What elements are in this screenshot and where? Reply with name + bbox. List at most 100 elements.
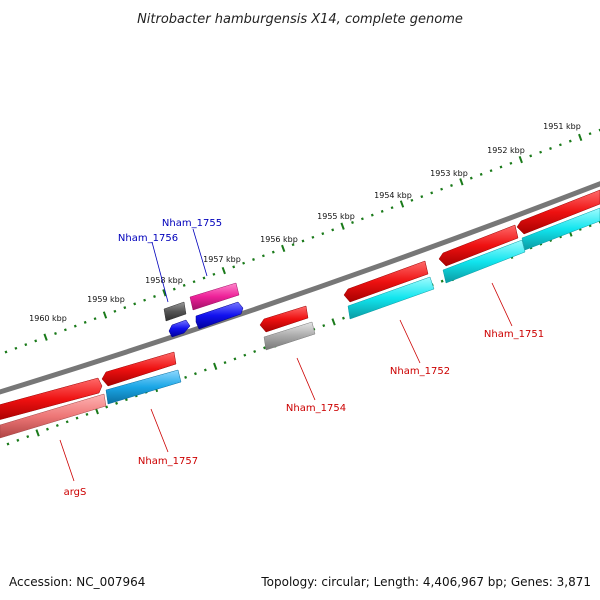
inner-ruler-minor-tick — [16, 438, 20, 442]
ruler-minor-tick — [123, 306, 127, 310]
ruler-minor-tick — [410, 198, 414, 202]
ruler-minor-tick — [479, 172, 483, 176]
ruler-minor-tick — [360, 217, 364, 221]
genome-backbone — [0, 181, 600, 395]
ruler-minor-tick — [252, 258, 255, 261]
ruler-minor-tick — [14, 346, 18, 350]
map-title: Nitrobacter hamburgensis X14, complete g… — [137, 12, 463, 27]
gene-nham-1750-block[interactable] — [516, 189, 600, 235]
leader-nham-1755 — [192, 228, 208, 277]
ruler-minor-tick — [153, 295, 156, 298]
inner-ruler-minor-tick — [322, 324, 326, 328]
ruler-minor-tick — [588, 132, 592, 136]
leader-nham-1751 — [491, 282, 513, 327]
ruler-minor-tick — [4, 350, 8, 354]
gene-features — [0, 189, 600, 439]
gene-nham-1751-lower[interactable] — [442, 239, 526, 284]
ruler-minor-tick — [430, 191, 434, 195]
ruler-minor-tick — [539, 150, 543, 154]
leader-nham-1757 — [150, 408, 169, 453]
ruler-minor-tick — [380, 209, 384, 213]
ruler-minor-tick — [301, 239, 305, 243]
leader-nham-1754 — [296, 357, 316, 401]
gene-nham-1751-block[interactable] — [438, 224, 519, 267]
ruler-minor-tick — [420, 195, 424, 199]
gene-nham-1756-upper[interactable] — [163, 301, 187, 322]
ruler-minor-tick — [529, 154, 533, 158]
gene-label-args[interactable]: argS — [64, 487, 87, 498]
genome-summary-text: Topology: circular; Length: 4,406,967 bp… — [260, 575, 591, 589]
ruler-minor-tick — [24, 343, 28, 347]
gene-nham-1750-lower[interactable] — [521, 207, 600, 251]
ruler-minor-tick — [321, 232, 325, 236]
ruler-minor-tick — [390, 206, 394, 210]
gene-nham-1756-lower[interactable] — [168, 319, 191, 338]
gene-args-lower[interactable] — [0, 393, 107, 439]
inner-ruler-minor-tick — [65, 420, 69, 424]
ruler-major-ticks — [43, 133, 583, 341]
ruler-minor-tick — [291, 243, 295, 247]
ruler-minor-tick — [212, 272, 216, 276]
ruler-minor-tick — [202, 276, 206, 280]
gene-label-nham-1756[interactable]: Nham_1756 — [118, 233, 178, 244]
ruler-minor-tick — [351, 221, 354, 224]
ruler-minor-tick — [172, 287, 176, 291]
ruler-minor-tick — [73, 324, 77, 328]
inner-ruler-minor-tick — [233, 357, 237, 361]
inner-ruler-minor-tick — [223, 361, 227, 365]
ruler-minor-tick — [113, 309, 117, 313]
ruler-minor-tick — [261, 254, 265, 258]
ruler-major-tick — [102, 311, 108, 319]
ruler-minor-tick — [450, 184, 453, 187]
ruler-label-1953: 1953 kbp — [430, 169, 468, 178]
ruler-minor-tick — [499, 165, 503, 169]
inner-ruler-minor-tick — [440, 279, 444, 283]
inner-ruler-major-tick — [35, 429, 40, 437]
ruler-minor-tick — [192, 280, 196, 284]
ruler-major-tick — [281, 244, 286, 253]
ruler-major-tick — [518, 155, 523, 164]
ruler-major-tick — [221, 266, 226, 275]
ruler-minor-tick — [370, 213, 374, 217]
gene-nham-1757-block[interactable] — [101, 351, 177, 387]
gene-nham-1755-upper[interactable] — [189, 282, 240, 311]
ruler-minor-tick — [54, 332, 57, 335]
ruler-minor-tick — [271, 250, 275, 254]
ruler-minor-tick — [489, 169, 493, 173]
inner-ruler-minor-tick — [263, 346, 267, 350]
gene-nham-1755-lower[interactable] — [195, 301, 244, 330]
ruler-major-tick — [43, 333, 48, 341]
gene-nham-1752-block[interactable] — [343, 260, 429, 303]
ruler-minor-tick — [182, 283, 186, 287]
inner-ruler-minor-tick — [193, 372, 197, 376]
gene-label-nham-1751[interactable]: Nham_1751 — [484, 329, 544, 340]
inner-ruler-minor-tick — [253, 349, 257, 354]
ruler-minor-tick — [63, 328, 67, 332]
inner-ruler-minor-tick — [115, 401, 119, 405]
ruler-major-tick — [459, 178, 464, 186]
ruler-minor-tick — [232, 265, 236, 269]
ruler-label-1959: 1959 kbp — [87, 295, 125, 304]
ruler-label-1960: 1960 kbp — [29, 314, 67, 323]
gene-args-block[interactable] — [0, 377, 103, 421]
ruler-major-tick — [162, 289, 167, 297]
gene-nham-1754-lower[interactable] — [263, 321, 316, 351]
ruler-minor-tick — [440, 187, 444, 191]
gene-label-nham-1755[interactable]: Nham_1755 — [162, 218, 222, 229]
gene-nham-1754-block[interactable] — [259, 305, 309, 333]
ruler-label-1951: 1951 kbp — [543, 122, 581, 131]
ruler-minor-tick — [83, 320, 87, 324]
gene-label-nham-1757[interactable]: Nham_1757 — [138, 456, 198, 467]
gene-label-nham-1754[interactable]: Nham_1754 — [286, 403, 346, 414]
inner-ruler-minor-tick — [105, 405, 109, 409]
leader-nham-1752 — [399, 319, 421, 364]
gene-label-nham-1752[interactable]: Nham_1752 — [390, 366, 450, 377]
ruler-minor-tick — [469, 176, 473, 180]
gene-nham-1752-lower[interactable] — [347, 276, 435, 320]
inner-ruler-minor-tick — [203, 368, 207, 372]
ruler-minor-tick — [143, 298, 147, 302]
inner-ruler-minor-tick — [45, 427, 49, 431]
ruler-minor-tick — [509, 161, 513, 165]
gene-nham-1757-lower[interactable] — [105, 369, 182, 405]
ruler-major-tick — [340, 222, 345, 230]
